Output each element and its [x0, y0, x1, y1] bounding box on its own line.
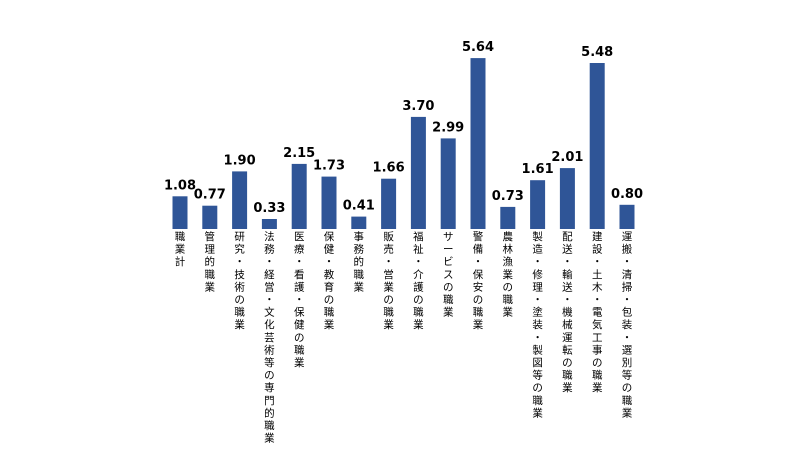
data-label: 1.66: [373, 161, 405, 176]
bar: [589, 63, 605, 229]
category-label: 職業計: [175, 231, 186, 268]
bar: [291, 163, 307, 229]
bar: [470, 58, 486, 229]
data-label: 0.33: [253, 201, 285, 216]
category-label: 警備・保安の職業: [473, 230, 484, 331]
data-label: 0.73: [492, 189, 524, 204]
category-label: 福祉・介護の職業: [413, 230, 424, 331]
data-label: 1.08: [164, 178, 196, 193]
bar: [559, 168, 575, 229]
data-label: 2.15: [283, 146, 315, 161]
data-label: 5.64: [462, 40, 494, 55]
category-label: 販売・営業の職業: [383, 231, 394, 331]
bar: [351, 216, 367, 229]
bars-layer: [172, 58, 635, 229]
data-label: 3.70: [402, 99, 434, 114]
bar: [202, 205, 218, 229]
data-label: 5.48: [581, 45, 613, 60]
category-label: サービスの職業: [443, 231, 454, 319]
bar: [381, 178, 397, 229]
data-label: 1.73: [313, 159, 345, 174]
bar: [410, 116, 426, 229]
bar: [619, 204, 635, 229]
category-label: 建設・土木・電気工事の職業: [592, 230, 603, 394]
data-label: 0.80: [611, 187, 643, 202]
category-label: 配送・輸送・機械運転の職業: [562, 231, 573, 394]
category-label: 製造・修理・塗装・製図等の職業: [532, 230, 543, 419]
category-label: 医療・看護・保健の職業: [294, 231, 305, 369]
bar: [172, 196, 188, 229]
bar: [530, 180, 546, 229]
data-label: 1.61: [522, 162, 554, 177]
data-label: 2.01: [551, 150, 583, 165]
category-label: 法務・経営・文化芸術等の専門的職業: [264, 230, 275, 445]
category-label: 農林漁業の職業: [503, 230, 514, 319]
data-label: 0.41: [343, 199, 375, 214]
category-labels-layer: 職業計 管理的職業 研究・技術の職業 法務・経営・文化芸術等の専門的職業 医療・看護・保…: [175, 230, 633, 445]
bar: [440, 138, 456, 229]
category-label: 事務的職業: [354, 230, 365, 293]
bar: [321, 176, 337, 229]
bar: [261, 219, 277, 229]
data-label: 1.90: [224, 153, 256, 168]
category-label: 運搬・清掃・包装・選別等の職業: [622, 231, 633, 419]
bar: [232, 171, 248, 229]
value-labels-layer: 1.080.77 1.90 0.33 2.151.73 0.41 1.66 3.70 2.99…: [164, 40, 643, 216]
category-label: 管理的職業: [205, 230, 216, 293]
bar: [500, 206, 516, 229]
category-label: 保健・教育の職業: [324, 230, 335, 331]
data-label: 0.77: [194, 188, 226, 203]
data-label: 2.99: [432, 120, 464, 135]
category-label: 研究・技術の職業: [234, 231, 245, 331]
